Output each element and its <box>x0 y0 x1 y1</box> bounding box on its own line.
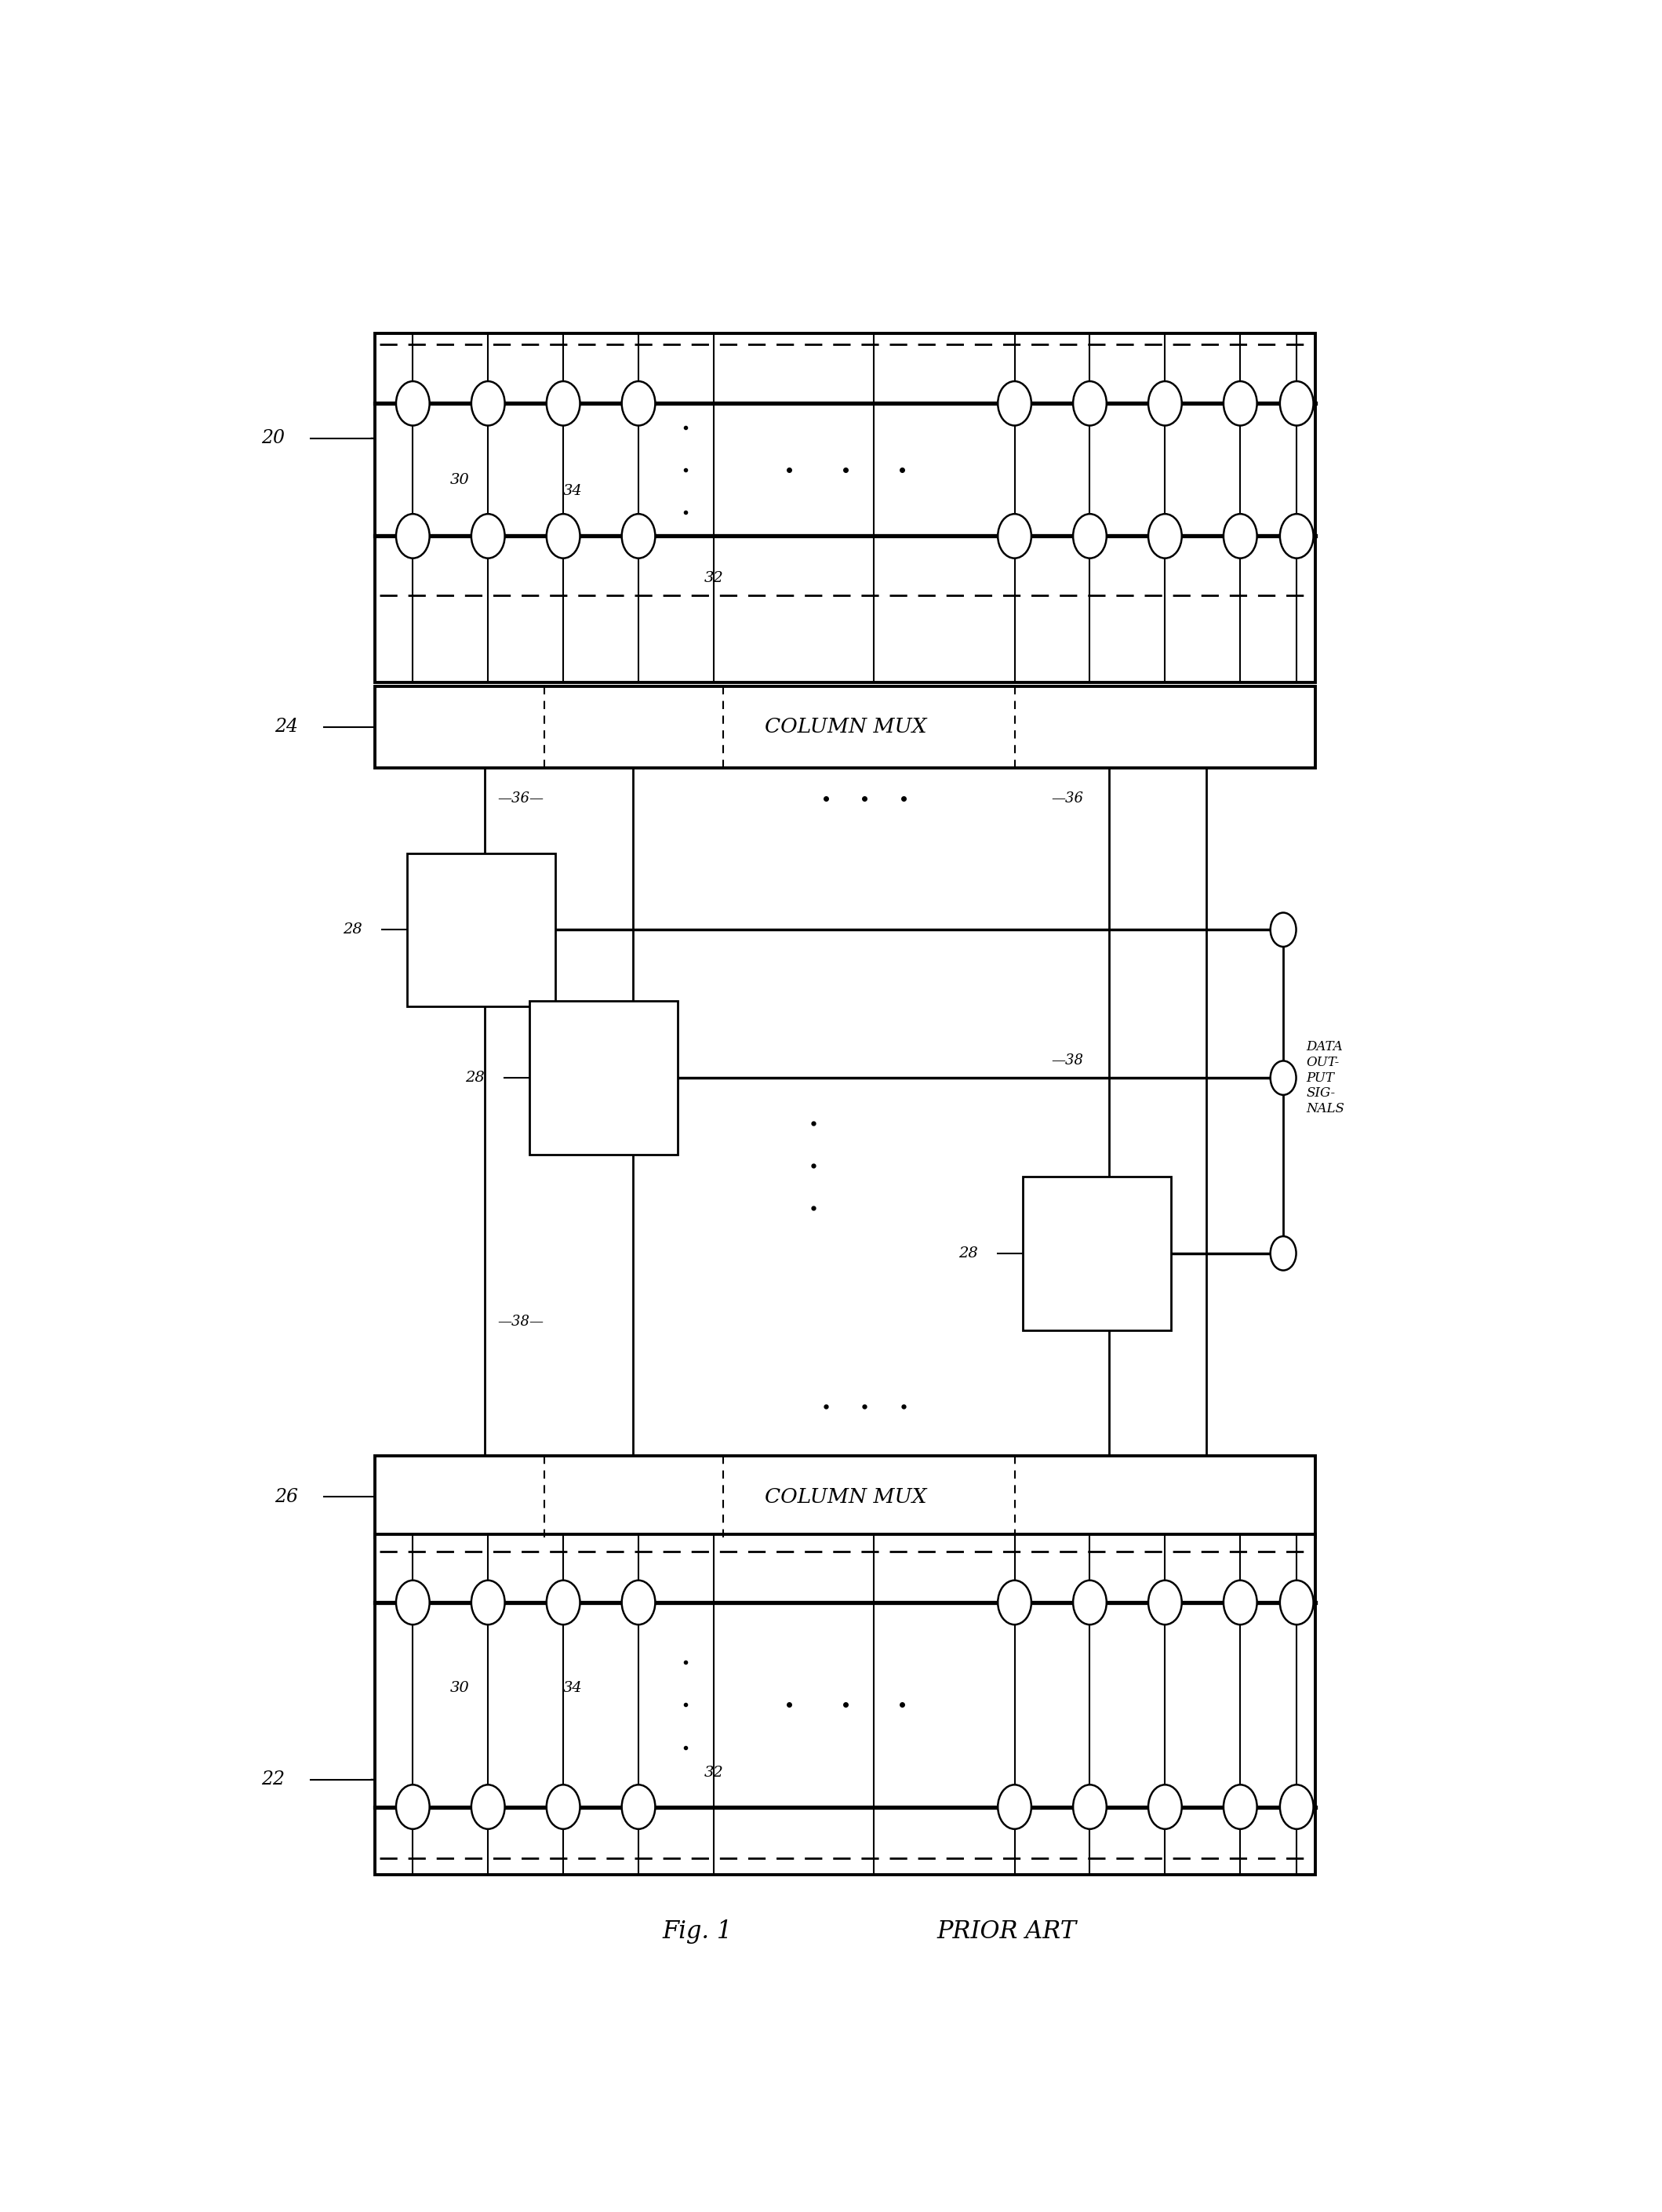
Circle shape <box>396 1785 429 1829</box>
Circle shape <box>997 380 1032 425</box>
FancyBboxPatch shape <box>1024 1177 1172 1329</box>
Text: 32: 32 <box>705 1765 723 1781</box>
Circle shape <box>997 1785 1032 1829</box>
Circle shape <box>997 1579 1032 1624</box>
Circle shape <box>1074 513 1107 557</box>
Circle shape <box>1270 1237 1296 1270</box>
Circle shape <box>1270 1062 1296 1095</box>
Text: 30: 30 <box>450 1681 470 1694</box>
Text: 34: 34 <box>563 484 582 498</box>
Circle shape <box>547 1785 580 1829</box>
FancyBboxPatch shape <box>376 686 1316 768</box>
Circle shape <box>547 380 580 425</box>
Circle shape <box>472 1785 505 1829</box>
Text: SENSE
AMP.: SENSE AMP. <box>1069 1239 1125 1267</box>
Text: 32: 32 <box>705 571 723 584</box>
Circle shape <box>472 380 505 425</box>
Text: 30: 30 <box>450 473 470 487</box>
Circle shape <box>1223 513 1256 557</box>
FancyBboxPatch shape <box>376 1455 1316 1537</box>
Circle shape <box>1280 1785 1313 1829</box>
FancyBboxPatch shape <box>407 854 555 1006</box>
Text: 22: 22 <box>261 1770 286 1790</box>
Circle shape <box>472 513 505 557</box>
Circle shape <box>1280 513 1313 557</box>
Circle shape <box>1074 1579 1107 1624</box>
Circle shape <box>1074 1785 1107 1829</box>
Circle shape <box>547 513 580 557</box>
Circle shape <box>547 1579 580 1624</box>
Text: 26: 26 <box>274 1489 297 1506</box>
Circle shape <box>396 380 429 425</box>
Circle shape <box>1223 1785 1256 1829</box>
Circle shape <box>1074 380 1107 425</box>
Text: —36—: —36— <box>497 792 543 805</box>
Circle shape <box>1280 1579 1313 1624</box>
Circle shape <box>396 513 429 557</box>
Circle shape <box>1148 513 1182 557</box>
Circle shape <box>1270 914 1296 947</box>
Circle shape <box>472 1579 505 1624</box>
Text: 20: 20 <box>261 429 286 447</box>
Circle shape <box>1148 1579 1182 1624</box>
Circle shape <box>622 513 655 557</box>
Circle shape <box>1223 1579 1256 1624</box>
Circle shape <box>622 1785 655 1829</box>
FancyBboxPatch shape <box>376 1535 1316 1876</box>
FancyBboxPatch shape <box>376 334 1316 684</box>
Circle shape <box>1148 1785 1182 1829</box>
Text: PRIOR ART: PRIOR ART <box>936 1920 1077 1944</box>
Text: —36: —36 <box>1052 792 1084 805</box>
Text: 28: 28 <box>959 1245 977 1261</box>
Text: 24: 24 <box>274 719 297 737</box>
Text: COLUMN MUX: COLUMN MUX <box>765 1486 926 1506</box>
Circle shape <box>396 1579 429 1624</box>
FancyBboxPatch shape <box>530 1002 678 1155</box>
Circle shape <box>1148 380 1182 425</box>
Text: COLUMN MUX: COLUMN MUX <box>765 717 926 737</box>
Text: DATA
OUT-
PUT
SIG-
NALS: DATA OUT- PUT SIG- NALS <box>1306 1040 1345 1115</box>
Circle shape <box>997 513 1032 557</box>
Circle shape <box>622 1579 655 1624</box>
Text: —38—: —38— <box>497 1314 543 1329</box>
Text: 34: 34 <box>563 1681 582 1694</box>
Text: Fig. 1: Fig. 1 <box>661 1920 733 1944</box>
Circle shape <box>1280 380 1313 425</box>
Text: 28: 28 <box>342 922 362 936</box>
Text: SENSE
AMP.: SENSE AMP. <box>454 914 510 945</box>
Text: 28: 28 <box>465 1071 485 1084</box>
Circle shape <box>1223 380 1256 425</box>
Text: —38: —38 <box>1052 1053 1084 1068</box>
Circle shape <box>622 380 655 425</box>
Text: SENSE
AMP.: SENSE AMP. <box>575 1062 632 1093</box>
